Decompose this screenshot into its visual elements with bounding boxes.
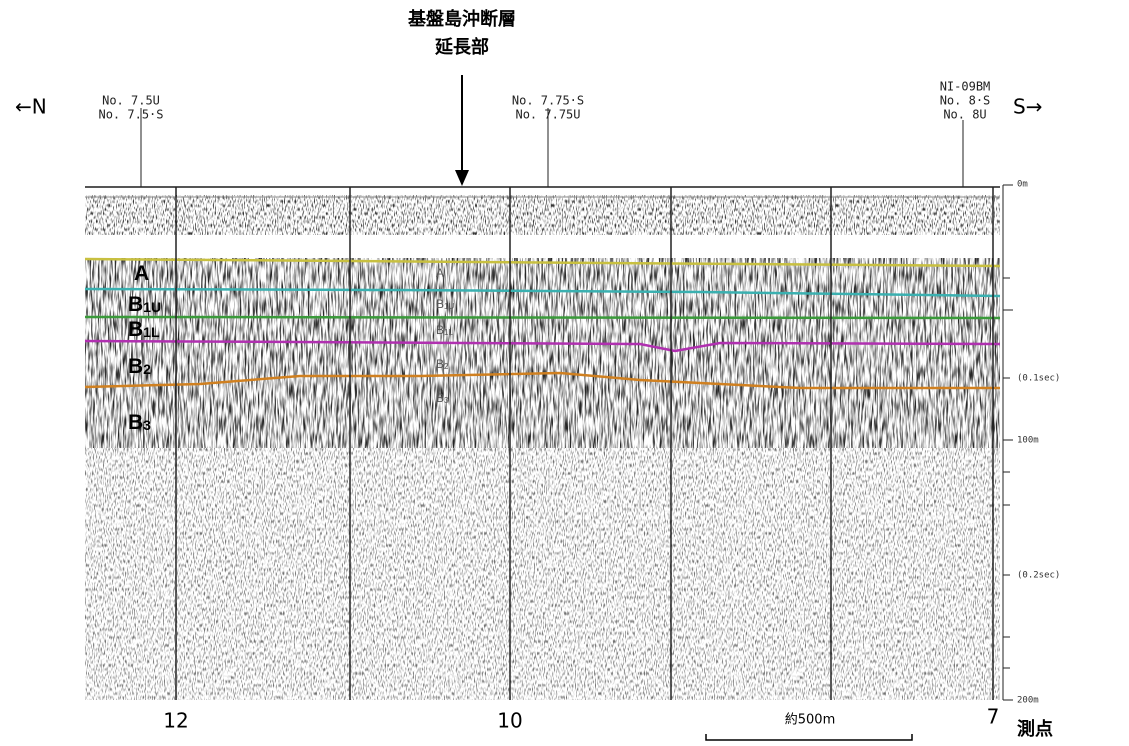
survey-point: 7 (987, 705, 1000, 729)
layer-main: A (134, 262, 149, 285)
depth-label: 200m (1017, 696, 1039, 706)
depth-label: 0m (1017, 180, 1028, 190)
layer-label: B3 (128, 411, 151, 434)
layer-label-small: B3 (436, 391, 449, 405)
survey-point: 12 (163, 709, 188, 733)
layer-main: B (436, 391, 444, 405)
layer-sub: 3 (143, 417, 151, 433)
station-label: No. 8·S (940, 94, 991, 108)
depth-label: (0.1sec) (1017, 374, 1060, 384)
layer-label: B1L (128, 318, 160, 341)
layer-main: B (128, 355, 143, 378)
title: 延長部 (434, 36, 489, 58)
layer-sub: 1U (143, 299, 161, 315)
layer-sub: 1L (143, 324, 160, 340)
layer-sub: 3 (444, 396, 449, 405)
layer-main: A (436, 266, 444, 280)
horizons (84, 257, 1001, 390)
title: 基盤島沖断層 (407, 8, 516, 30)
survey-point: 10 (497, 709, 522, 733)
layer-label-small: B2 (436, 357, 449, 371)
station-label: NI-09BM (940, 80, 991, 94)
layer-main: B (436, 357, 444, 371)
depth-axis (1002, 184, 1013, 701)
layer-label: B2 (128, 355, 151, 378)
scale-label: 約500m (785, 713, 835, 728)
scale-bar (705, 734, 913, 741)
layer-label: B1U (128, 293, 161, 316)
layer-main: B (128, 411, 143, 434)
station-label: No. 7.5·S (98, 108, 163, 122)
layer-sub: 2 (444, 362, 449, 371)
survey-point-label: 測点 (1017, 718, 1053, 740)
depth-label: (0.2sec) (1017, 571, 1060, 581)
direction-label: S→ (1013, 95, 1042, 119)
depth-label: 100m (1017, 436, 1039, 446)
station-label: No. 8U (943, 108, 986, 122)
station-label: No. 7.5U (102, 94, 160, 108)
layer-main: B (436, 297, 444, 311)
layer-sub: 1U (444, 302, 454, 311)
layer-label: A (134, 262, 149, 285)
survey-lines (140, 108, 994, 700)
layer-label-small: A (436, 266, 444, 280)
layer-label-small: B1U (436, 297, 454, 311)
station-label: No. 7.75U (515, 108, 580, 122)
layer-main: B (128, 293, 143, 316)
layer-main: B (128, 318, 143, 341)
layer-main: B (436, 323, 444, 337)
direction-label: ←N (15, 95, 47, 119)
station-label: No. 7.75·S (512, 94, 584, 108)
layer-label-small: B1L (436, 323, 453, 337)
layer-sub: 1L (444, 328, 453, 337)
fault-arrow (455, 75, 469, 186)
layer-sub: 2 (143, 361, 151, 377)
